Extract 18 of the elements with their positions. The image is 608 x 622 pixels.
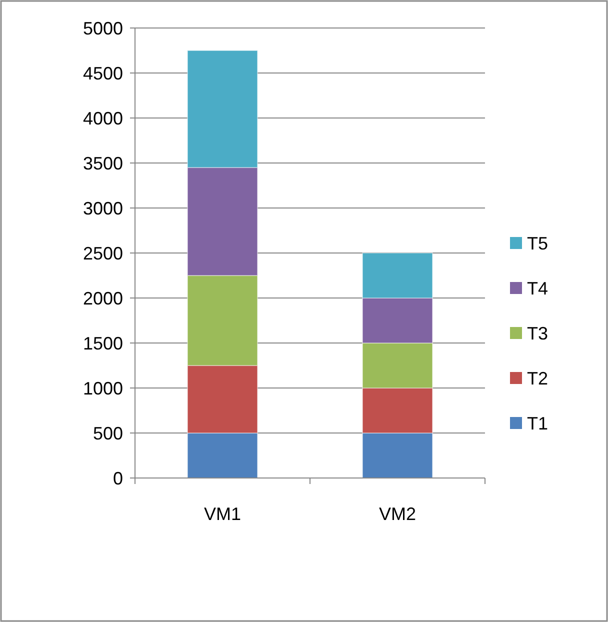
y-tick-label: 1000 <box>82 378 123 398</box>
y-tick-label: 3000 <box>82 198 123 218</box>
y-tick-label: 500 <box>92 423 123 444</box>
y-tick-label: 4500 <box>82 63 123 84</box>
legend-label: T3 <box>527 323 548 344</box>
y-tick-label: 2000 <box>82 288 123 308</box>
legend-label: T2 <box>527 368 548 388</box>
legend-label: T4 <box>527 278 548 298</box>
x-tick-label: VM2 <box>378 504 416 524</box>
legend-label: T5 <box>527 233 548 254</box>
legend-label: T1 <box>527 413 548 434</box>
y-tick-label: 0 <box>112 468 123 488</box>
y-tick-label: 1500 <box>82 333 123 354</box>
y-tick-label: 2500 <box>82 243 123 264</box>
x-tick-label: VM1 <box>204 504 242 524</box>
y-tick-label: 3500 <box>82 153 123 174</box>
y-tick-label: 4000 <box>82 108 123 128</box>
y-tick-label: 5000 <box>82 18 123 38</box>
